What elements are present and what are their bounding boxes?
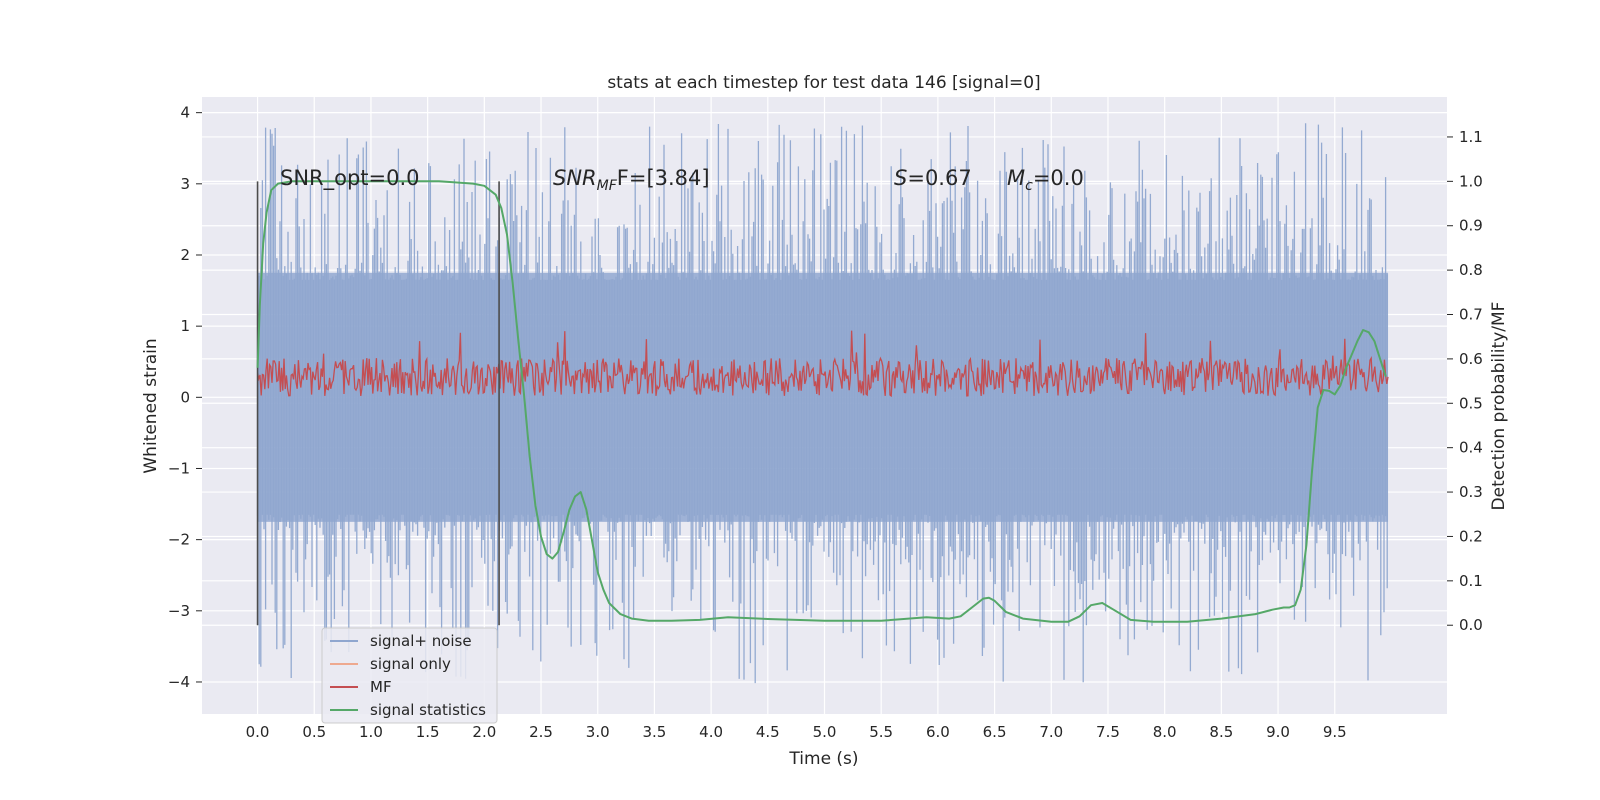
y-right-tick-label: 0.0 xyxy=(1459,616,1483,634)
y-left-tick-label: 4 xyxy=(180,104,190,122)
signal-statistics-line xyxy=(256,180,1387,623)
x-tick-label: 5.5 xyxy=(869,723,893,741)
annotation-snr-mf-sub: MF xyxy=(597,178,618,194)
y-left-tick-label: 2 xyxy=(180,246,190,264)
annotation-snr-opt: SNR_opt=0.0 xyxy=(280,166,420,191)
mf-series xyxy=(256,330,1389,398)
x-tick-label: 3.5 xyxy=(642,723,666,741)
annotation-s: S=0.67 xyxy=(894,166,972,190)
x-tick-label: 6.5 xyxy=(983,723,1007,741)
y-right-tick-label: 0.5 xyxy=(1459,394,1483,412)
y-right-tick-label: 0.9 xyxy=(1459,217,1483,235)
legend-item-mf: MF xyxy=(330,678,392,696)
x-tick-label: 4.0 xyxy=(699,723,723,741)
vertical-markers xyxy=(256,181,500,626)
mf-line xyxy=(256,330,1389,398)
y-axis-right-label: Detection probability/MF xyxy=(1489,302,1509,511)
annotation-mc-label: M xyxy=(1007,166,1025,190)
y-left-tick-label: −3 xyxy=(168,602,190,620)
y-right-tick-label: 0.7 xyxy=(1459,306,1483,324)
x-tick-label: 3.0 xyxy=(586,723,610,741)
x-tick-label: 9.0 xyxy=(1266,723,1290,741)
annotation-s-rest: =0.67 xyxy=(907,166,971,190)
signal-noise-series xyxy=(256,123,1389,684)
x-axis-ticks: 0.0 0.5 1.0 1.5 2.0 2.5 3.0 3.5 4.0 4.5 5.0 5.5 6.0 6… xyxy=(246,723,1347,741)
annotation-snr-mf-rest: F=[3.84] xyxy=(617,166,710,190)
x-tick-label: 0.5 xyxy=(302,723,326,741)
annotation-s-label: S xyxy=(894,166,907,190)
y-right-tick-label: 0.2 xyxy=(1459,527,1483,545)
legend-label-signal-statistics: signal statistics xyxy=(370,701,486,719)
legend-frame xyxy=(321,627,498,724)
x-tick-label: 7.0 xyxy=(1039,723,1063,741)
y-right-tick-label: 0.8 xyxy=(1459,261,1483,279)
legend-label-signal-only: signal only xyxy=(370,655,451,673)
y-left-tick-label: −2 xyxy=(168,531,190,549)
annotation-snr-mf-label: SNR xyxy=(553,166,597,190)
signal-statistics-series xyxy=(256,180,1387,623)
y-axis-left-ticks: 4 3 2 1 0 −1 −2 −3 −4 xyxy=(168,104,202,691)
y-left-tick-label: −1 xyxy=(168,459,190,477)
legend-item-signal-noise: signal+ noise xyxy=(330,632,472,650)
x-tick-label: 1.5 xyxy=(416,723,440,741)
y-right-tick-label: 0.6 xyxy=(1459,350,1483,368)
annotation-snr-mf: SNRMFF=[3.84] xyxy=(553,166,710,194)
annotation-mc-rest: =0.0 xyxy=(1033,166,1084,190)
x-tick-label: 0.0 xyxy=(246,723,270,741)
x-tick-label: 5.0 xyxy=(813,723,837,741)
x-axis-label: Time (s) xyxy=(788,749,858,769)
legend-label-signal-noise: signal+ noise xyxy=(370,632,472,650)
x-tick-label: 6.0 xyxy=(926,723,950,741)
x-tick-label: 2.5 xyxy=(529,723,553,741)
legend: signal+ noise signal only MF signal stat… xyxy=(321,627,498,724)
legend-label-mf: MF xyxy=(370,678,392,696)
x-tick-label: 7.5 xyxy=(1096,723,1120,741)
x-tick-label: 2.0 xyxy=(472,723,496,741)
annotation-mc: Mc=0.0 xyxy=(1007,166,1084,194)
y-right-tick-label: 1.0 xyxy=(1459,172,1483,190)
y-left-tick-label: 3 xyxy=(180,175,190,193)
x-tick-label: 9.5 xyxy=(1323,723,1347,741)
y-left-tick-label: 0 xyxy=(180,388,190,406)
chart-title: stats at each timestep for test data 146… xyxy=(607,73,1040,93)
x-tick-label: 4.5 xyxy=(756,723,780,741)
annotation-mc-sub: c xyxy=(1025,178,1033,194)
legend-item-signal-only: signal only xyxy=(330,655,451,673)
y-right-tick-label: 0.4 xyxy=(1459,439,1483,457)
y-right-tick-label: 0.3 xyxy=(1459,483,1483,501)
x-tick-label: 8.0 xyxy=(1153,723,1177,741)
y-left-tick-label: −4 xyxy=(168,673,190,691)
x-tick-label: 1.0 xyxy=(359,723,383,741)
y-right-tick-label: 1.1 xyxy=(1459,128,1483,146)
legend-item-signal-statistics: signal statistics xyxy=(330,701,486,719)
y-right-tick-label: 0.1 xyxy=(1459,572,1483,590)
y-axis-right-ticks: 1.1 1.0 0.9 0.8 0.7 0.6 0.5 0.4 0.3 0.2 0.1 0.0 xyxy=(1447,128,1483,634)
y-left-tick-label: 1 xyxy=(180,317,190,335)
x-tick-label: 8.5 xyxy=(1209,723,1233,741)
y-axis-left-label: Whitened strain xyxy=(141,338,161,473)
